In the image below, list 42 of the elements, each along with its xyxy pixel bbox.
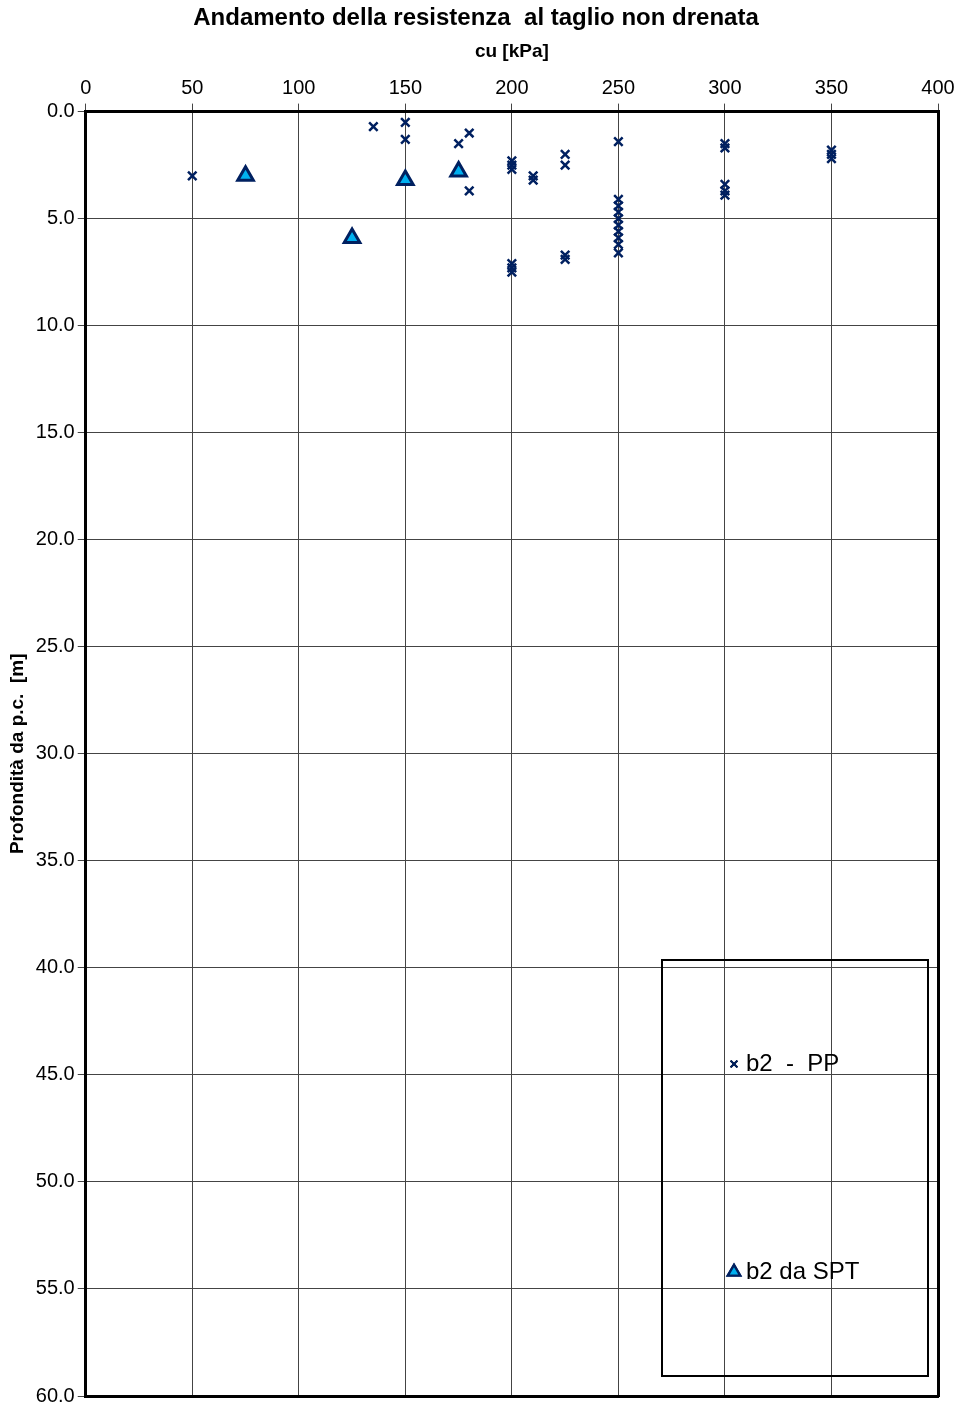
x-tick-label: 300 [708,76,742,99]
point [612,136,624,148]
point [367,121,379,133]
y-tick-label: 10.0 [35,313,75,336]
point [463,127,475,139]
chart-title: Andamento della resistenza al taglio non drenata [193,3,760,31]
x-tick-label: 200 [495,76,529,99]
point [399,133,411,145]
point [186,170,198,182]
y-tick-label: 45.0 [35,1062,75,1085]
y-tick-label: 30.0 [35,741,75,764]
point [506,159,518,171]
x-axis-title: cu [kPa] [474,40,549,62]
y-tick-label: 0.0 [46,99,75,122]
point [719,142,731,154]
x-tick-label: 350 [814,76,849,99]
point [463,185,475,197]
y-tick-label: 20.0 [35,527,75,550]
y-tick-label: 35.0 [35,848,75,871]
point [559,253,571,265]
x-tick-label: 50 [181,76,204,99]
y-axis-title: Profondità da p.c. [m] [5,653,27,855]
y-tick-label: 60.0 [35,1383,75,1406]
point [719,138,731,150]
point [527,174,539,186]
y-tick-label: 55.0 [35,1276,75,1299]
y-tick-label: 40.0 [35,955,75,978]
y-tick-label: 15.0 [35,420,75,443]
x-tick-label: 250 [601,76,636,99]
x-tick-label: 400 [921,76,955,99]
y-tick-label: 50.0 [35,1169,75,1192]
point [527,170,539,182]
point [559,249,571,261]
point [453,138,465,150]
x-tick-label: 0 [80,76,92,99]
point [506,262,518,274]
point [449,161,468,178]
x-tick-label: 150 [388,76,423,99]
y-tick-label: 25.0 [35,634,75,657]
x-tick-label: 100 [282,76,316,99]
point [399,116,411,128]
y-tick-label: 5.0 [46,206,75,229]
